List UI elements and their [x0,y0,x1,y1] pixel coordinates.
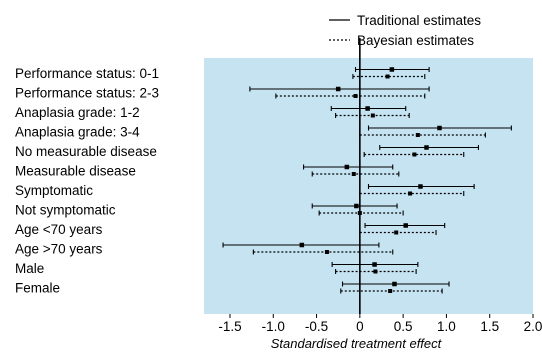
category-label: Anaplasia grade: 3-4 [15,125,140,140]
bayesian-estimate-marker [370,113,375,118]
category-label: Symptomatic [15,183,93,198]
bayesian-estimate-marker [408,191,413,196]
x-tick-label: -1.5 [218,319,241,334]
category-label: No measurable disease [15,144,157,159]
bayesian-estimate-marker [388,289,393,293]
traditional-estimate-marker [354,203,359,209]
category-label: Performance status: 0-1 [15,66,159,81]
category-label: Age >70 years [15,242,103,257]
x-tick-label: 0 [356,319,364,334]
traditional-estimate-marker [437,125,442,131]
category-label: Age <70 years [15,222,103,237]
bayesian-estimate-marker [357,211,362,215]
traditional-estimate-marker [299,242,305,248]
bayesian-estimate-marker [351,172,356,176]
x-axis-label: Standardised treatment effect [271,336,443,351]
bayesian-estimate-marker [373,269,378,274]
category-label: Not symptomatic [15,203,116,218]
traditional-estimate-marker [335,86,341,92]
traditional-estimate-marker [392,281,397,287]
x-tick-label: 1.0 [437,319,456,334]
traditional-estimate-marker [418,184,423,189]
x-tick-label: 1.5 [480,319,499,334]
category-label: Anaplasia grade: 1-2 [15,105,140,120]
bayesian-estimate-marker [385,74,390,79]
traditional-estimate-marker [372,262,377,267]
x-tick-label: -1.0 [262,319,285,334]
category-label: Male [15,261,44,276]
traditional-estimate-marker [424,145,429,150]
traditional-estimate-marker [403,223,408,228]
bayesian-estimate-marker [415,133,420,137]
traditional-estimate-marker [344,164,350,170]
bayesian-estimate-marker [324,250,329,254]
category-label: Female [15,281,60,296]
x-tick-label: 0.5 [394,319,413,334]
legend-label: Traditional estimates [357,13,481,28]
x-tick-label: 2.0 [524,319,542,334]
category-label: Measurable disease [15,164,136,179]
x-tick-label: -0.5 [305,319,328,334]
traditional-estimate-marker [389,67,395,72]
bayesian-estimate-marker [394,230,399,235]
bayesian-estimate-marker [412,152,417,157]
legend-label: Bayesian estimates [357,33,474,48]
category-label: Performance status: 2-3 [15,86,159,101]
bayesian-estimate-marker [353,94,358,98]
traditional-estimate-marker [365,106,370,111]
